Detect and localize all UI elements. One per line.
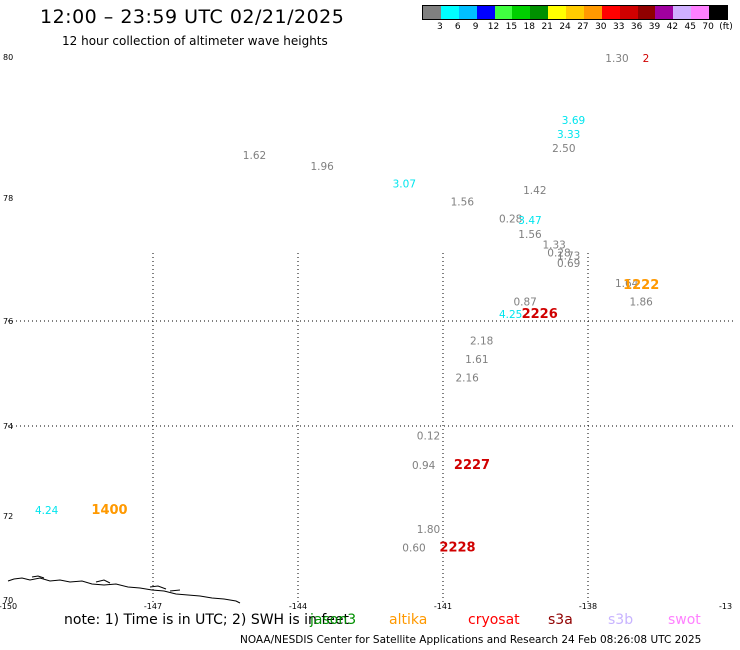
legend-label: 9 [472, 22, 479, 32]
wave-height-label: 4.24 [35, 505, 59, 517]
wave-height-label: 0.28 [499, 214, 522, 226]
wave-height-label: 2.50 [552, 143, 575, 155]
legend-swatch [548, 6, 566, 19]
coastline [7, 577, 241, 604]
legend-swatch [691, 6, 709, 19]
legend-swatch [655, 6, 674, 19]
legend-label: 6 [454, 22, 461, 32]
wave-height-label: 3.69 [562, 115, 585, 127]
longitude-tick-label: -144 [289, 602, 307, 611]
wave-height-label: 0.69 [557, 258, 580, 270]
map-grid [8, 253, 733, 603]
wave-height-label: 1.86 [629, 297, 653, 309]
wave-height-label: 1.96 [310, 161, 334, 173]
wave-height-label: 1.56 [518, 229, 542, 241]
legend-swatch [458, 6, 477, 19]
legend-swatch [601, 6, 620, 19]
pass-time-label: 1222 [623, 278, 659, 293]
wave-height-label: 1.62 [243, 150, 266, 162]
legend-label: 15 [505, 22, 518, 32]
legend-label: (ft) [719, 22, 733, 32]
color-legend: 3 6 9 12 15 18 21 24 27 30 33 36 39 42 45 70 (ft) [422, 5, 733, 32]
wave-height-label: 1.56 [451, 196, 475, 208]
latitude-tick-label: 76 [3, 317, 13, 326]
pass-time-label: 2226 [522, 307, 558, 322]
legend-swatch [619, 6, 638, 19]
legend-label: 12 [487, 22, 500, 32]
latitude-tick-label: 72 [3, 512, 13, 521]
longitude-tick-label: -138 [579, 602, 597, 611]
wave-height-label: 1.42 [523, 185, 546, 197]
longitude-tick-label: -13 [719, 602, 732, 611]
pass-time-label: 2228 [439, 541, 475, 556]
legend-label: 18 [523, 22, 536, 32]
page-title: 12:00 – 23:59 UTC 02/21/2025 [40, 6, 345, 28]
wave-height-label: 0.12 [417, 431, 440, 443]
credit-line: NOAA/NESDIS Center for Satellite Applica… [240, 634, 702, 646]
wave-height-label: 0.94 [412, 460, 436, 472]
wave-height-label: 3.47 [518, 215, 541, 227]
latitude-tick-label: 78 [3, 194, 13, 203]
wave-height-label: 3.07 [393, 178, 416, 190]
legend-swatch [512, 6, 531, 19]
longitude-tick-label: -141 [434, 602, 452, 611]
legend-label: 42 [666, 22, 679, 32]
legend-swatch [566, 6, 584, 19]
axis-tick-labels: 80 78 76 74 72 70-150 -147 -144 -141 -138 -13 [0, 53, 732, 611]
observation-labels: 1.30 2 3.69 3.33 2.50 1.62 1.96 3.07 1.42 1.56 0.2… [35, 53, 659, 556]
legend-label: 21 [541, 22, 553, 32]
satellite-jason3: jason3 [310, 612, 357, 628]
legend-swatch [530, 6, 549, 19]
legend-swatch [583, 6, 602, 19]
wave-height-label: 2.18 [470, 336, 493, 348]
legend-swatch [709, 6, 727, 19]
legend-label: 70 [702, 22, 714, 32]
coastline-islands [31, 575, 181, 592]
legend-label: 30 [595, 22, 607, 32]
wave-height-label: 0.60 [402, 543, 425, 555]
longitude-tick-label: -147 [144, 602, 162, 611]
wave-height-label: 1.80 [417, 524, 440, 536]
legend-label: 27 [577, 22, 589, 32]
satellite-s3a: s3a [548, 612, 573, 628]
wave-height-label: 4.25 [499, 309, 522, 321]
satellite-cryosat: cryosat [468, 612, 520, 628]
legend-label: 33 [612, 22, 625, 32]
legend-swatch [440, 6, 459, 19]
wave-height-label: 1.33 [542, 239, 565, 251]
legend-swatch [423, 6, 441, 19]
footer-note: note: 1) Time is in UTC; 2) SWH is in fe… [64, 612, 350, 628]
latitude-tick-label: 70 [3, 596, 13, 605]
satellite-swot: swot [668, 612, 701, 628]
legend-label: 39 [648, 22, 661, 32]
satellite-altika: altika [389, 612, 428, 628]
legend-swatch [494, 6, 513, 19]
legend-swatch [637, 6, 656, 19]
wave-height-label: 0.87 [513, 297, 536, 309]
legend-label: 45 [684, 22, 696, 32]
wave-height-label: 0.28 [547, 247, 570, 259]
satellite-s3b: s3b [608, 612, 634, 628]
legend-labels: 3 6 9 12 15 18 21 24 27 30 33 36 39 42 45 70 (ft) [422, 20, 733, 32]
pass-time-label: 2227 [454, 458, 490, 473]
longitude-tick-label: -150 [0, 602, 17, 611]
wave-height-label: 1.73 [557, 251, 580, 263]
legend-swatch [673, 6, 692, 19]
wave-height-label: 1.30 [605, 53, 628, 65]
latitude-tick-label: 80 [3, 53, 13, 62]
page-subtitle: 12 hour collection of altimeter wave hei… [62, 34, 328, 48]
wave-height-label: 2.16 [455, 372, 479, 384]
wave-height-label: 3.33 [557, 129, 580, 141]
latitude-tick-label: 74 [3, 422, 13, 431]
pass-time-label: 1400 [91, 503, 127, 518]
legend-swatch [476, 6, 495, 19]
wave-height-label: 2 [643, 53, 650, 65]
wave-height-label: 1.64 [615, 278, 639, 290]
legend-label: 24 [559, 22, 571, 32]
legend-swatches [422, 5, 728, 20]
legend-label: 3 [437, 22, 443, 32]
legend-label: 36 [630, 22, 643, 32]
wave-height-label: 1.61 [465, 354, 488, 366]
